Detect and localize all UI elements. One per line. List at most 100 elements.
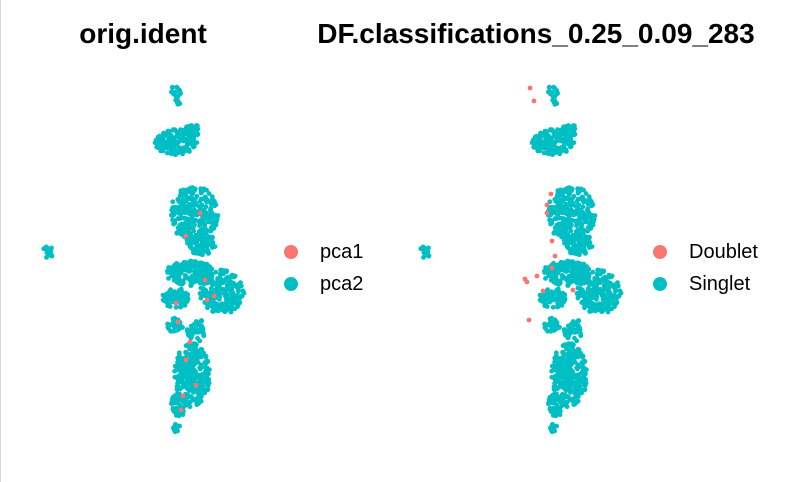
cell-point: [562, 292, 568, 297]
cell-point: [210, 304, 216, 310]
cell-point: [565, 378, 570, 383]
cell-point: [184, 353, 190, 358]
cell-point: [186, 147, 192, 153]
cell-point: [194, 130, 200, 136]
cell-point: [574, 228, 580, 234]
cell-point: [172, 204, 178, 210]
cell-point: [200, 286, 206, 292]
cell-point: [170, 85, 175, 91]
cell-point: [198, 242, 204, 247]
cell-point: [549, 429, 555, 435]
cell-point-highlight: [183, 357, 189, 363]
cell-point: [561, 353, 567, 358]
cell-point: [563, 221, 568, 227]
cell-point: [44, 255, 49, 260]
cell-point: [193, 268, 199, 273]
cell-point: [563, 201, 569, 207]
cell-point: [579, 248, 585, 254]
cell-point: [531, 137, 537, 143]
cell-point: [190, 363, 196, 369]
cell-point: [568, 240, 574, 246]
cell-point: [172, 398, 178, 404]
cell-point: [605, 309, 611, 315]
cell-point: [566, 385, 572, 390]
cell-point: [179, 291, 184, 297]
cell-point: [202, 248, 208, 254]
cell-point: [162, 293, 168, 299]
cell-point: [182, 260, 188, 266]
cell-point: [590, 222, 596, 228]
cell-point: [235, 282, 241, 287]
cell-point: [190, 359, 196, 365]
cell-point: [199, 237, 204, 243]
cell-point: [542, 270, 548, 275]
cell-point: [546, 272, 551, 277]
cell-point: [548, 127, 553, 132]
cell-point: [552, 101, 558, 107]
cell-point: [561, 140, 567, 146]
cell-point: [554, 391, 559, 397]
cell-point: [168, 133, 174, 138]
cell-point: [547, 293, 553, 299]
cell-point: [561, 400, 567, 406]
cell-point: [563, 130, 568, 135]
cell-point: [556, 223, 562, 229]
cell-point: [179, 356, 185, 361]
cell-point-highlight: [211, 293, 217, 299]
cell-point: [185, 368, 191, 373]
cell-point: [190, 190, 196, 196]
cell-point: [542, 321, 547, 327]
cell-point: [172, 327, 177, 333]
cell-point: [181, 187, 187, 193]
cell-point: [198, 362, 204, 368]
cell-point: [201, 333, 207, 339]
cell-point: [595, 306, 600, 312]
cell-point: [580, 198, 585, 203]
umap-scatter-plot: [41, 84, 247, 435]
cell-point: [558, 138, 564, 144]
cell-point: [175, 134, 181, 139]
cell-point: [177, 402, 183, 408]
cell-point: [616, 293, 622, 299]
legend-key-pca1: [284, 245, 298, 259]
cell-point: [551, 139, 556, 145]
cell-point: [571, 212, 576, 218]
cell-point: [199, 265, 205, 271]
cell-point: [177, 361, 183, 366]
cell-point: [215, 277, 221, 283]
cell-point: [175, 85, 180, 91]
cell-point: [42, 246, 48, 252]
cell-point: [198, 270, 204, 276]
cell-point: [569, 341, 575, 346]
cell-point: [197, 223, 202, 229]
cell-point: [229, 286, 235, 292]
cell-point: [191, 240, 197, 246]
cell-point: [229, 291, 234, 297]
cell-point: [573, 372, 579, 378]
cell-point: [550, 304, 556, 310]
legend: pca1 pca2: [284, 236, 363, 300]
cell-point: [185, 364, 191, 369]
cell-point: [211, 226, 217, 231]
cell-point: [568, 321, 574, 327]
cell-point: [210, 243, 215, 249]
cell-point: [550, 152, 555, 158]
cell-point: [606, 286, 612, 292]
cell-point: [181, 201, 187, 207]
cell-point: [222, 305, 228, 310]
cell-point: [192, 250, 198, 256]
cell-point: [165, 270, 171, 275]
cell-point: [556, 291, 561, 297]
cell-point: [217, 287, 223, 292]
legend-key-singlet: [653, 277, 667, 291]
cell-point: [576, 318, 581, 323]
cell-point: [551, 279, 557, 285]
cell-point: [173, 395, 179, 401]
cell-point: [552, 94, 558, 99]
cell-point: [191, 321, 197, 327]
cell-point-highlight: [548, 191, 554, 197]
cell-point-highlight: [178, 407, 184, 413]
cell-point-highlight: [549, 238, 555, 244]
cell-point: [538, 146, 543, 151]
cell-point: [566, 245, 571, 251]
